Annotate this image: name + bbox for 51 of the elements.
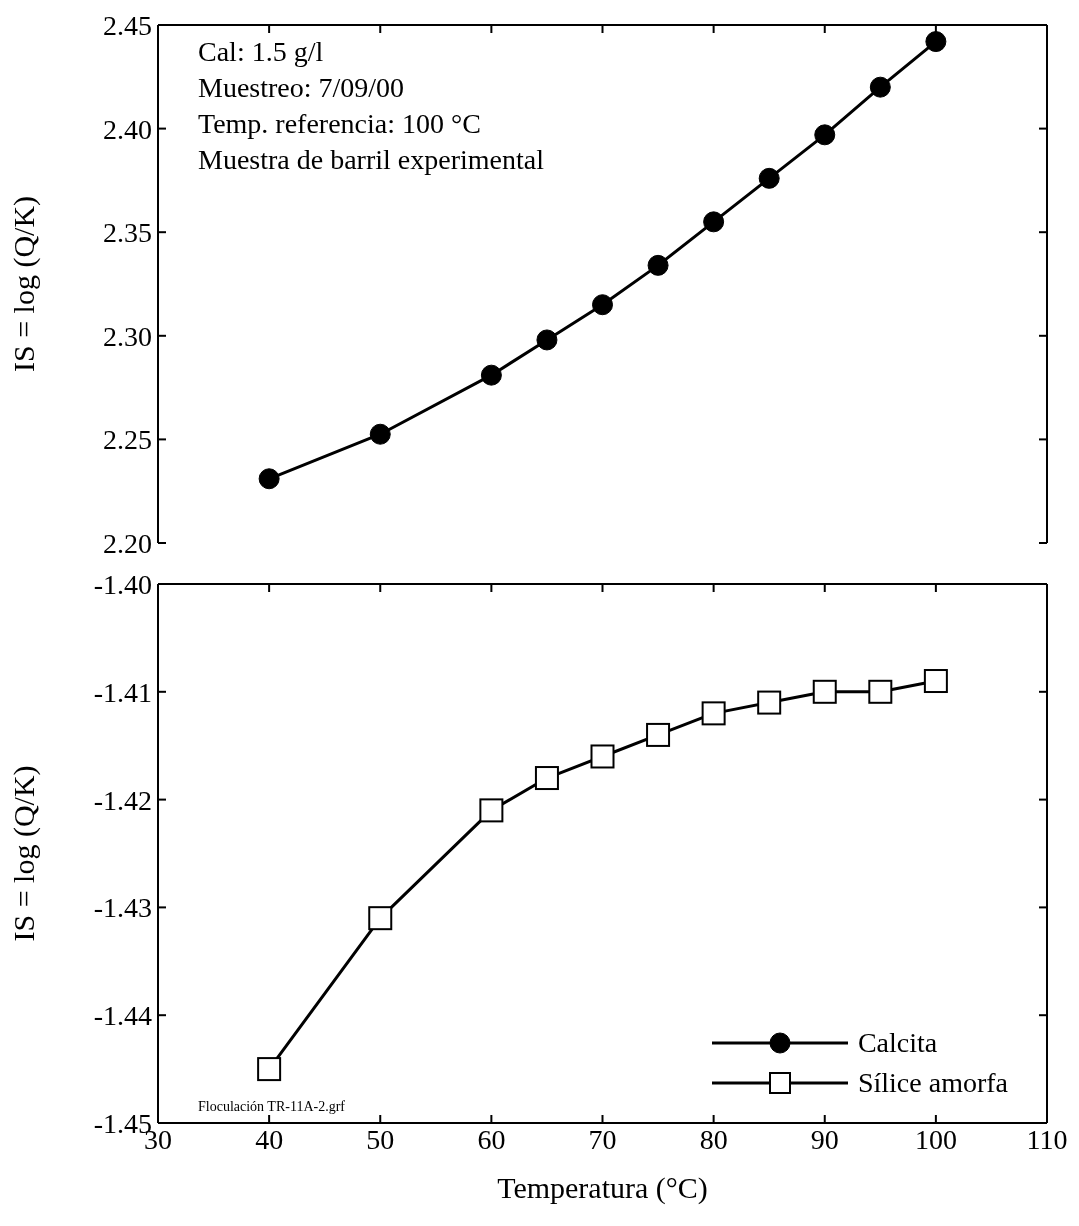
- annotation: Temp. referencia: 100 °C: [198, 107, 482, 141]
- point: [868, 679, 893, 704]
- x-axis-title: Temperatura (°C): [497, 1171, 708, 1205]
- y-tick-label: 2.20: [103, 527, 152, 559]
- annotation: Muestreo: 7/09/00: [198, 71, 406, 105]
- x-tick-label: 50: [366, 1123, 395, 1155]
- y-tick-label: 2.40: [103, 113, 152, 145]
- x-tick-label: 40: [255, 1123, 284, 1155]
- point: [257, 1057, 282, 1082]
- point: [646, 722, 671, 747]
- point: [757, 690, 782, 715]
- x-tick-label: 80: [699, 1123, 728, 1155]
- y-tick-label: 2.45: [103, 9, 152, 41]
- point: [758, 167, 780, 189]
- y-tick-label: -1.40: [93, 568, 152, 600]
- x-tick-label: 100: [914, 1123, 957, 1155]
- y-axis-title: IS = log (Q/K): [6, 765, 41, 942]
- point: [479, 798, 504, 823]
- point: [647, 254, 669, 276]
- y-tick-label: 2.30: [103, 320, 152, 352]
- point: [534, 766, 559, 791]
- point: [258, 468, 280, 490]
- legend-label: Sílice amorfa: [857, 1067, 1008, 1099]
- text: Calcita: [857, 1027, 938, 1058]
- point: [480, 364, 502, 386]
- point: [869, 76, 891, 98]
- point: [925, 31, 947, 53]
- point: [814, 124, 836, 146]
- point: [701, 701, 726, 726]
- y-tick-label: -1.42: [93, 784, 152, 816]
- y-tick-label: -1.43: [93, 892, 152, 924]
- point: [592, 294, 613, 316]
- point: [536, 329, 558, 351]
- y-tick-label: -1.44: [93, 1000, 152, 1032]
- point: [703, 211, 725, 233]
- y-tick-label: 2.25: [103, 424, 152, 456]
- point: [923, 669, 948, 694]
- point: [369, 423, 391, 445]
- annotation: Floculación TR-11A-2.grf: [198, 1099, 345, 1115]
- x-tick-label: 60: [477, 1123, 506, 1155]
- y-tick-label: -1.41: [93, 676, 152, 708]
- point: [812, 679, 837, 704]
- y-tick-label: 2.35: [103, 217, 152, 249]
- y-axis-title: IS = log (Q/K): [6, 195, 41, 373]
- x-tick-label: 70: [588, 1123, 617, 1155]
- x-tick-label: 110: [1026, 1123, 1068, 1155]
- annotation: Cal: 1.5 g/l: [198, 35, 325, 69]
- annotation: Muestra de barril experimental: [198, 143, 544, 177]
- x-tick-label: 90: [810, 1123, 839, 1155]
- point: [590, 744, 615, 769]
- point: [368, 906, 393, 931]
